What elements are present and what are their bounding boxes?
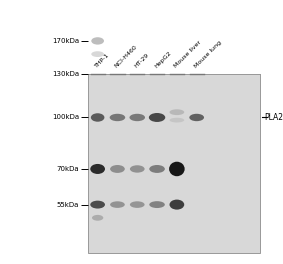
Text: Mouse lung: Mouse lung — [193, 40, 222, 69]
Text: PLA2G4A: PLA2G4A — [265, 113, 283, 122]
Text: 130kDa: 130kDa — [52, 71, 79, 77]
Text: NCI-H460: NCI-H460 — [114, 44, 138, 69]
Text: 55kDa: 55kDa — [57, 202, 79, 208]
Ellipse shape — [92, 215, 103, 221]
Ellipse shape — [170, 200, 184, 210]
Ellipse shape — [170, 109, 184, 115]
Ellipse shape — [169, 162, 185, 176]
Ellipse shape — [130, 165, 145, 173]
Text: 170kDa: 170kDa — [52, 38, 79, 44]
Text: 70kDa: 70kDa — [57, 166, 79, 172]
Ellipse shape — [149, 113, 165, 122]
Ellipse shape — [90, 164, 105, 174]
Bar — [88, 74, 260, 253]
Ellipse shape — [149, 201, 165, 208]
Ellipse shape — [149, 165, 165, 173]
Ellipse shape — [129, 114, 145, 121]
Ellipse shape — [170, 118, 184, 122]
Ellipse shape — [130, 201, 145, 208]
Ellipse shape — [110, 114, 125, 121]
Text: THP-1: THP-1 — [94, 52, 111, 69]
Ellipse shape — [91, 113, 104, 122]
Ellipse shape — [90, 201, 105, 209]
Ellipse shape — [91, 37, 104, 45]
Text: Mouse liver: Mouse liver — [173, 40, 202, 69]
Text: HT-29: HT-29 — [134, 52, 150, 69]
Text: 100kDa: 100kDa — [52, 115, 79, 120]
Ellipse shape — [110, 201, 125, 208]
Text: HepG2: HepG2 — [154, 50, 172, 69]
Ellipse shape — [91, 51, 104, 57]
Ellipse shape — [189, 114, 204, 121]
Ellipse shape — [110, 165, 125, 173]
